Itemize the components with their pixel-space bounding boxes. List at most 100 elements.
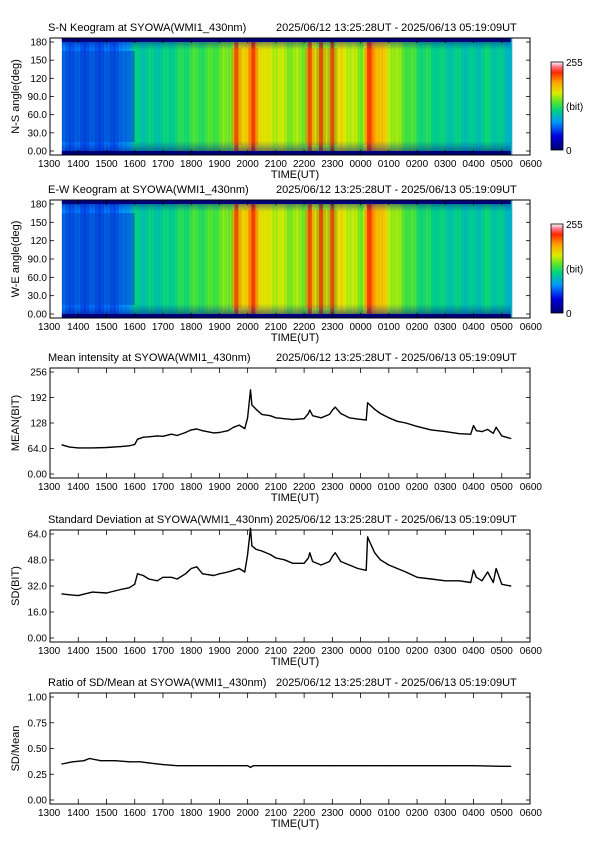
x-tick-label: 0300 <box>434 322 457 333</box>
series-point <box>320 417 322 419</box>
keogram-image <box>61 200 513 318</box>
series-point <box>303 562 305 564</box>
series-point <box>184 573 187 575</box>
y-axis: 64.0 48.0 32.0 16.0 0.00 <box>28 530 530 645</box>
series-line <box>61 527 511 597</box>
series-point <box>120 588 122 591</box>
series-point <box>227 571 229 573</box>
series-point <box>492 432 494 434</box>
panel-title: Ratio of SD/Mean at SYOWA(WMI1_430nm) <box>48 677 266 689</box>
series-point <box>275 557 277 559</box>
series-point <box>416 765 418 767</box>
series-point <box>232 569 235 571</box>
colorbar-min-label: 0 <box>566 309 572 320</box>
series-point <box>114 760 116 762</box>
series-point <box>472 569 475 571</box>
series-point <box>307 412 309 415</box>
series-point <box>501 435 503 437</box>
panel-4: Standard Deviation at SYOWA(WMI1_430nm) 2… <box>10 514 542 668</box>
y-tick-label: 0.00 <box>28 310 48 321</box>
y-tick-label: 32.0 <box>28 582 48 593</box>
series-point <box>405 422 407 424</box>
y-tick-label: 1.00 <box>28 693 48 704</box>
series-point <box>303 418 305 420</box>
y-axis-label: SD(BIT) <box>10 566 22 606</box>
series-point <box>292 419 294 421</box>
y-tick-label: 30.0 <box>28 128 48 139</box>
series-point <box>357 418 359 420</box>
series-point <box>156 435 158 437</box>
plot-frame <box>49 529 531 643</box>
x-tick-label: 1900 <box>208 159 231 170</box>
series-point <box>472 425 475 427</box>
series-point <box>510 585 512 587</box>
x-tick-label: 0000 <box>349 322 372 333</box>
series-point <box>88 757 91 760</box>
x-axis: 1300 1400 1500 1600 1700 1800 1900 2000 2100 2200… <box>38 693 542 819</box>
x-axis-label: TIME(UT) <box>271 818 319 830</box>
series-point <box>249 527 252 529</box>
panel-3: Mean intensity at SYOWA(WMI1_430nm) 2025/… <box>10 352 542 504</box>
series-point <box>501 765 503 767</box>
series-point <box>156 580 158 582</box>
y-tick-label: 120 <box>30 74 47 85</box>
x-tick-label: 1700 <box>152 322 175 333</box>
x-tick-label: 0200 <box>406 808 429 819</box>
x-tick-label: 0100 <box>378 646 401 657</box>
series-point <box>218 765 220 767</box>
series-point <box>136 438 139 440</box>
series-point <box>142 436 144 438</box>
y-axis: 180 150 120 90.0 60.0 30.0 0.00 <box>28 38 530 158</box>
series-point <box>61 763 63 765</box>
series-point <box>292 562 294 564</box>
series-point <box>367 402 369 404</box>
series-point <box>176 434 178 437</box>
x-axis: 1300 1400 1500 1600 1700 1800 1900 2000 2100 2200… <box>38 38 542 170</box>
x-tick-label: 0000 <box>349 646 372 657</box>
x-tick-label: 2200 <box>293 646 316 657</box>
x-tick-label: 0100 <box>378 808 401 819</box>
panel-date-range: 2025/06/12 13:25:28UT - 2025/06/13 05:19… <box>276 22 517 34</box>
x-tick-label: 0400 <box>462 482 485 493</box>
panel-date-range: 2025/06/12 13:25:28UT - 2025/06/13 05:19… <box>276 352 517 364</box>
series-point <box>238 567 240 570</box>
x-tick-label: 1700 <box>152 482 175 493</box>
x-tick-label: 0200 <box>406 482 429 493</box>
series-point <box>492 581 494 584</box>
panel-date-range: 2025/06/12 13:25:28UT - 2025/06/13 05:19… <box>276 514 517 526</box>
series-point <box>213 432 215 434</box>
series-point <box>430 578 432 580</box>
series-point <box>328 560 331 563</box>
series-point <box>249 766 252 769</box>
x-tick-label: 2000 <box>237 159 260 170</box>
x-tick-label: 1700 <box>152 646 175 657</box>
keogram-image <box>61 38 513 155</box>
series-point <box>340 412 342 415</box>
series-point <box>61 593 63 595</box>
series-point <box>251 545 253 547</box>
y-tick-label: 48.0 <box>28 556 48 567</box>
x-tick-label: 1600 <box>124 808 147 819</box>
x-tick-label: 1400 <box>67 482 90 493</box>
x-tick-label: 0600 <box>520 482 543 493</box>
x-axis: 1300 1400 1500 1600 1700 1800 1900 2000 2100 2200… <box>38 530 542 657</box>
x-tick-label: 1800 <box>180 322 203 333</box>
x-tick-label: 2100 <box>265 646 288 657</box>
x-tick-label: 2100 <box>265 322 288 333</box>
series-point <box>470 581 472 584</box>
x-tick-label: 2200 <box>293 482 316 493</box>
series-point <box>444 765 446 767</box>
y-tick-label: 0.75 <box>28 718 48 729</box>
x-tick-label: 0400 <box>462 808 485 819</box>
y-tick-label: 128 <box>30 419 47 430</box>
series-point <box>184 431 187 434</box>
series-point <box>69 594 71 596</box>
series-point <box>472 765 475 767</box>
x-tick-label: 1900 <box>208 322 231 333</box>
colorbar-unit-label: (bit) <box>566 265 583 276</box>
series-point <box>252 765 254 767</box>
panel-title: E-W Keogram at SYOWA(WMI1_430nm) <box>48 184 249 196</box>
x-tick-label: 0300 <box>434 646 457 657</box>
series-point <box>416 576 418 578</box>
x-tick-label: 0600 <box>520 322 543 333</box>
